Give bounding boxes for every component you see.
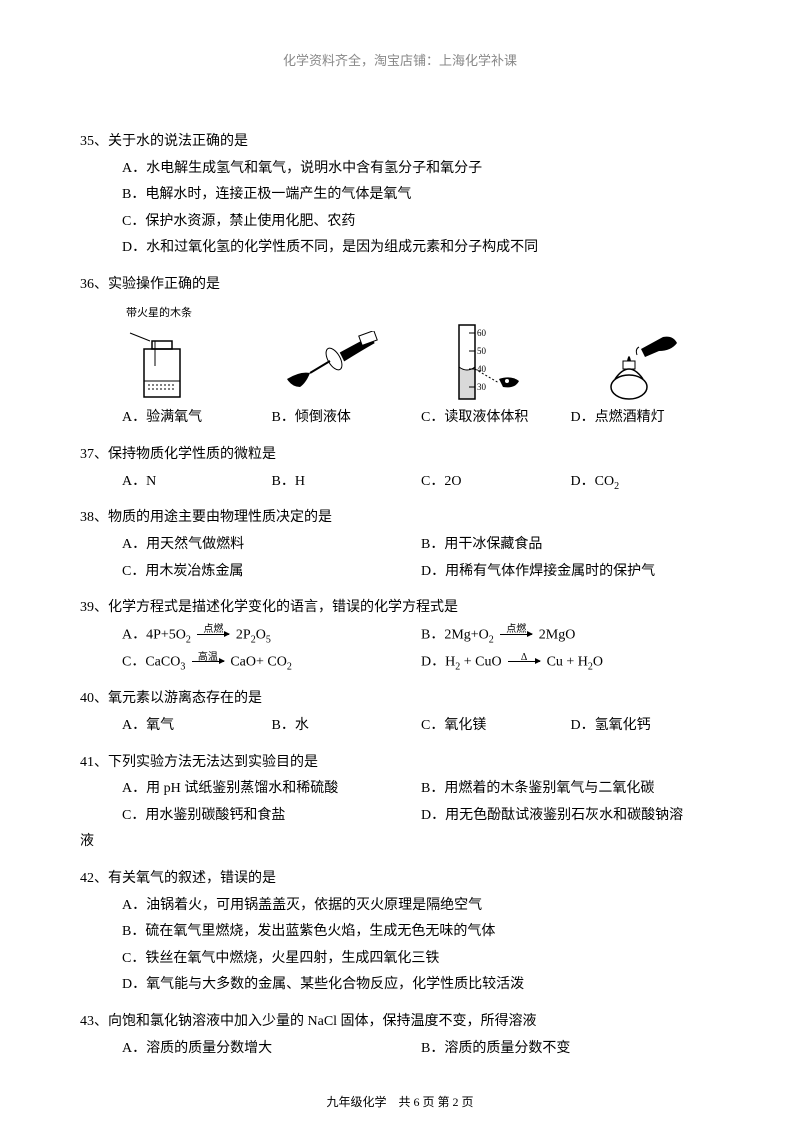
oxygen-test-icon xyxy=(122,331,202,401)
q35-opt-b: B．电解水时，连接正极一端产生的气体是氧气 xyxy=(80,182,720,209)
svg-text:30: 30 xyxy=(477,382,487,392)
q36-opt-c: C．读取液体体积 xyxy=(421,405,571,432)
q36-stem: 36、实验操作正确的是 xyxy=(80,272,720,299)
q39-opt-b: B．2Mg+O2 点燃 2MgO xyxy=(421,622,720,649)
q39-opt-d: D．H2 + CuO Δ Cu + H2O xyxy=(421,649,720,676)
q41-opt-d: D．用无色酚酞试液鉴别石灰水和碳酸钠溶 xyxy=(421,803,720,830)
q43-opt-b: B．溶质的质量分数不变 xyxy=(421,1036,720,1063)
q37-stem: 37、保持物质化学性质的微粒是 xyxy=(80,442,720,469)
q42-stem: 42、有关氧气的叙述，错误的是 xyxy=(80,866,720,893)
q39-opt-a: A．4P+5O2 点燃 2P2O5 xyxy=(122,622,421,649)
q36-opt-b: B．倾倒液体 xyxy=(272,405,422,432)
svg-text:40: 40 xyxy=(477,364,487,374)
q37-opt-b: B．H xyxy=(272,469,422,496)
q39-opt-c: C．CaCO3 高温 CaO+ CO2 xyxy=(122,649,421,676)
q37-opt-c: C．2O xyxy=(421,469,571,496)
q41-stem: 41、下列实验方法无法达到实验目的是 xyxy=(80,750,720,777)
q43-opt-a: A．溶质的质量分数增大 xyxy=(122,1036,421,1063)
q37-opt-d: D．CO2 xyxy=(571,469,721,496)
read-volume-icon: 60 50 40 30 xyxy=(441,323,531,401)
question-40: 40、氧元素以游离态存在的是 A．氧气 B．水 C．氧化镁 D．氢氧化钙 xyxy=(80,686,720,739)
q40-opt-b: B．水 xyxy=(272,713,422,740)
q42-opt-d: D．氧气能与大多数的金属、某些化合物反应，化学性质比较活泼 xyxy=(80,972,720,999)
question-37: 37、保持物质化学性质的微粒是 A．N B．H C．2O D．CO2 xyxy=(80,442,720,495)
light-lamp-icon xyxy=(601,329,691,401)
question-36: 36、实验操作正确的是 带火星的木条 xyxy=(80,272,720,432)
q41-opt-c: C．用水鉴别碳酸钙和食盐 xyxy=(122,803,421,830)
q38-opt-b: B．用干冰保藏食品 xyxy=(421,532,720,559)
q40-opt-c: C．氧化镁 xyxy=(421,713,571,740)
q40-stem: 40、氧元素以游离态存在的是 xyxy=(80,686,720,713)
q38-opt-d: D．用稀有气体作焊接金属时的保护气 xyxy=(421,559,720,586)
q42-opt-a: A．油锅着火，可用锅盖盖灭，依据的灭火原理是隔绝空气 xyxy=(80,893,720,920)
q35-opt-d: D．水和过氧化氢的化学性质不同，是因为组成元素和分子构成不同 xyxy=(80,235,720,262)
q36-opt-d: D．点燃酒精灯 xyxy=(571,405,721,432)
q37-d-pre: D．CO xyxy=(571,474,615,489)
pour-liquid-icon xyxy=(282,331,382,401)
svg-text:50: 50 xyxy=(477,346,487,356)
q41-opt-b: B．用燃着的木条鉴别氧气与二氧化碳 xyxy=(421,776,720,803)
q35-opt-a: A．水电解生成氢气和氧气，说明水中含有氢分子和氧分子 xyxy=(80,156,720,183)
q36-fig-c: 60 50 40 30 xyxy=(441,323,591,401)
q36-fig-b xyxy=(282,323,432,401)
q35-opt-c: C．保护水资源，禁止使用化肥、农药 xyxy=(80,209,720,236)
q36-fig-a-label: 带火星的木条 xyxy=(126,303,272,324)
q42-opt-c: C．铁丝在氧气中燃烧，火星四射，生成四氧化三铁 xyxy=(80,946,720,973)
page-footer: 九年级化学 共 6 页 第 2 页 xyxy=(0,1093,800,1110)
q35-stem: 35、关于水的说法正确的是 xyxy=(80,129,720,156)
question-43: 43、向饱和氯化钠溶液中加入少量的 NaCl 固体，保持温度不变，所得溶液 A．… xyxy=(80,1009,720,1062)
q39-stem: 39、化学方程式是描述化学变化的语言，错误的化学方程式是 xyxy=(80,595,720,622)
q40-opt-a: A．氧气 xyxy=(122,713,272,740)
q36-fig-a: 带火星的木条 xyxy=(122,303,272,402)
q41-opt-a: A．用 pH 试纸鉴别蒸馏水和稀硫酸 xyxy=(122,776,421,803)
question-42: 42、有关氧气的叙述，错误的是 A．油锅着火，可用锅盖盖灭，依据的灭火原理是隔绝… xyxy=(80,866,720,999)
q38-opt-a: A．用天然气做燃料 xyxy=(122,532,421,559)
q38-stem: 38、物质的用途主要由物理性质决定的是 xyxy=(80,505,720,532)
q36-opt-a: A．验满氧气 xyxy=(122,405,272,432)
question-38: 38、物质的用途主要由物理性质决定的是 A．用天然气做燃料 B．用干冰保藏食品 … xyxy=(80,505,720,585)
q37-d-sub: 2 xyxy=(614,480,619,491)
q40-opt-d: D．氢氧化钙 xyxy=(571,713,721,740)
q42-opt-b: B．硫在氧气里燃烧，发出蓝紫色火焰，生成无色无味的气体 xyxy=(80,919,720,946)
question-35: 35、关于水的说法正确的是 A．水电解生成氢气和氧气，说明水中含有氢分子和氧分子… xyxy=(80,129,720,262)
q36-fig-d xyxy=(601,323,751,401)
svg-text:60: 60 xyxy=(477,328,487,338)
q41-opt-d-tail: 液 xyxy=(80,829,720,856)
q37-opt-a: A．N xyxy=(122,469,272,496)
question-39: 39、化学方程式是描述化学变化的语言，错误的化学方程式是 A．4P+5O2 点燃… xyxy=(80,595,720,676)
q43-stem: 43、向饱和氯化钠溶液中加入少量的 NaCl 固体，保持温度不变，所得溶液 xyxy=(80,1009,720,1036)
q38-opt-c: C．用木炭冶炼金属 xyxy=(122,559,421,586)
question-41: 41、下列实验方法无法达到实验目的是 A．用 pH 试纸鉴别蒸馏水和稀硫酸 B．… xyxy=(80,750,720,856)
page-header: 化学资料齐全，淘宝店铺：上海化学补课 xyxy=(80,50,720,69)
